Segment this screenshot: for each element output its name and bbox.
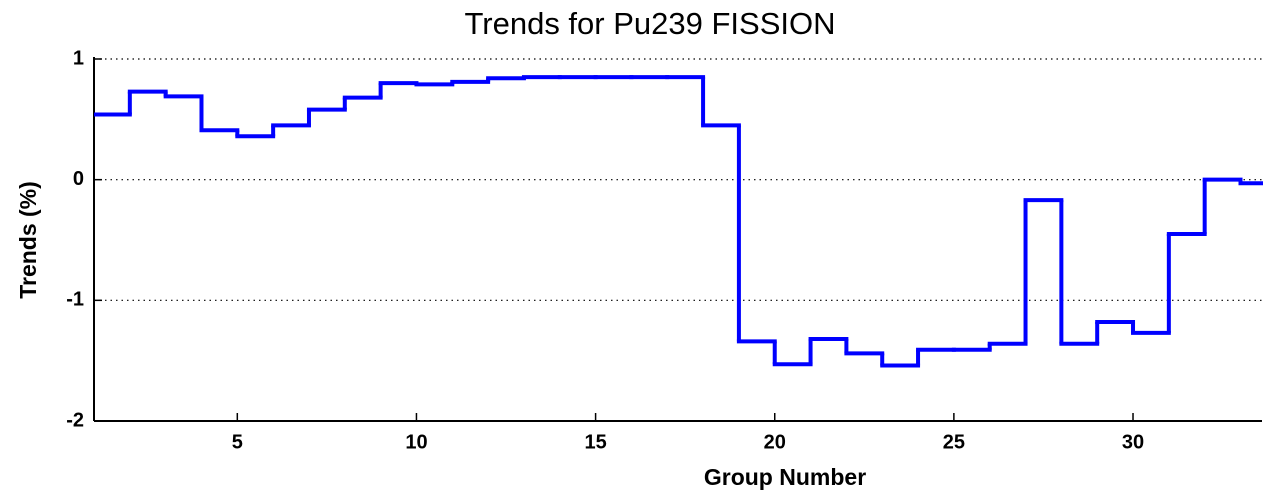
x-tick-label: 15 (584, 431, 606, 453)
y-tick-label: 1 (73, 47, 84, 69)
y-axis-label: Trends (%) (15, 181, 41, 299)
y-tick-label: -2 (66, 409, 84, 431)
y-tick-label: 0 (73, 168, 84, 190)
x-tick-label: 30 (1122, 431, 1144, 453)
step-riser (127, 77, 1243, 366)
y-tick-label: -1 (66, 289, 84, 311)
plot-area (94, 75, 1263, 368)
x-tick-label: 20 (764, 431, 786, 453)
x-tick-label: 5 (232, 431, 243, 453)
x-tick-label: 10 (405, 431, 427, 453)
x-tick-label: 25 (943, 431, 965, 453)
x-axis-label: Group Number (704, 464, 866, 490)
chart-title: Trends for Pu239 FISSION (464, 6, 835, 41)
